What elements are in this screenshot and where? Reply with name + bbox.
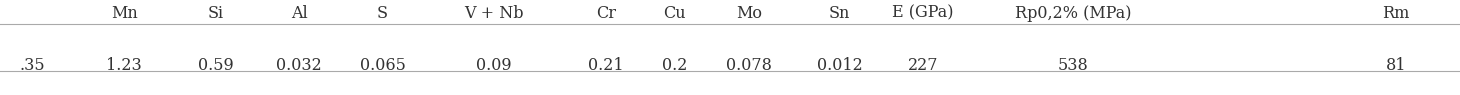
Text: 0.065: 0.065 <box>359 57 406 74</box>
Text: Al: Al <box>291 5 308 22</box>
Text: 0.09: 0.09 <box>476 57 511 74</box>
Text: E (GPa): E (GPa) <box>892 5 953 22</box>
Text: Sn: Sn <box>829 5 850 22</box>
Text: 227: 227 <box>908 57 937 74</box>
Text: 1.23: 1.23 <box>107 57 142 74</box>
Text: Rm: Rm <box>1383 5 1409 22</box>
Text: .35: .35 <box>19 57 45 74</box>
Text: 538: 538 <box>1057 57 1089 74</box>
Text: S: S <box>377 5 388 22</box>
Text: 0.59: 0.59 <box>199 57 234 74</box>
Text: 0.012: 0.012 <box>816 57 863 74</box>
Text: Cr: Cr <box>596 5 616 22</box>
Text: Mo: Mo <box>736 5 762 22</box>
Text: Si: Si <box>207 5 225 22</box>
Text: Rp0,2% (MPa): Rp0,2% (MPa) <box>1015 5 1132 22</box>
Text: 0.078: 0.078 <box>726 57 772 74</box>
Text: 0.032: 0.032 <box>276 57 323 74</box>
Text: Mn: Mn <box>111 5 137 22</box>
Text: 0.2: 0.2 <box>661 57 688 74</box>
Text: 81: 81 <box>1386 57 1406 74</box>
Text: V + Nb: V + Nb <box>464 5 523 22</box>
Text: Cu: Cu <box>663 5 686 22</box>
Text: 0.21: 0.21 <box>588 57 623 74</box>
